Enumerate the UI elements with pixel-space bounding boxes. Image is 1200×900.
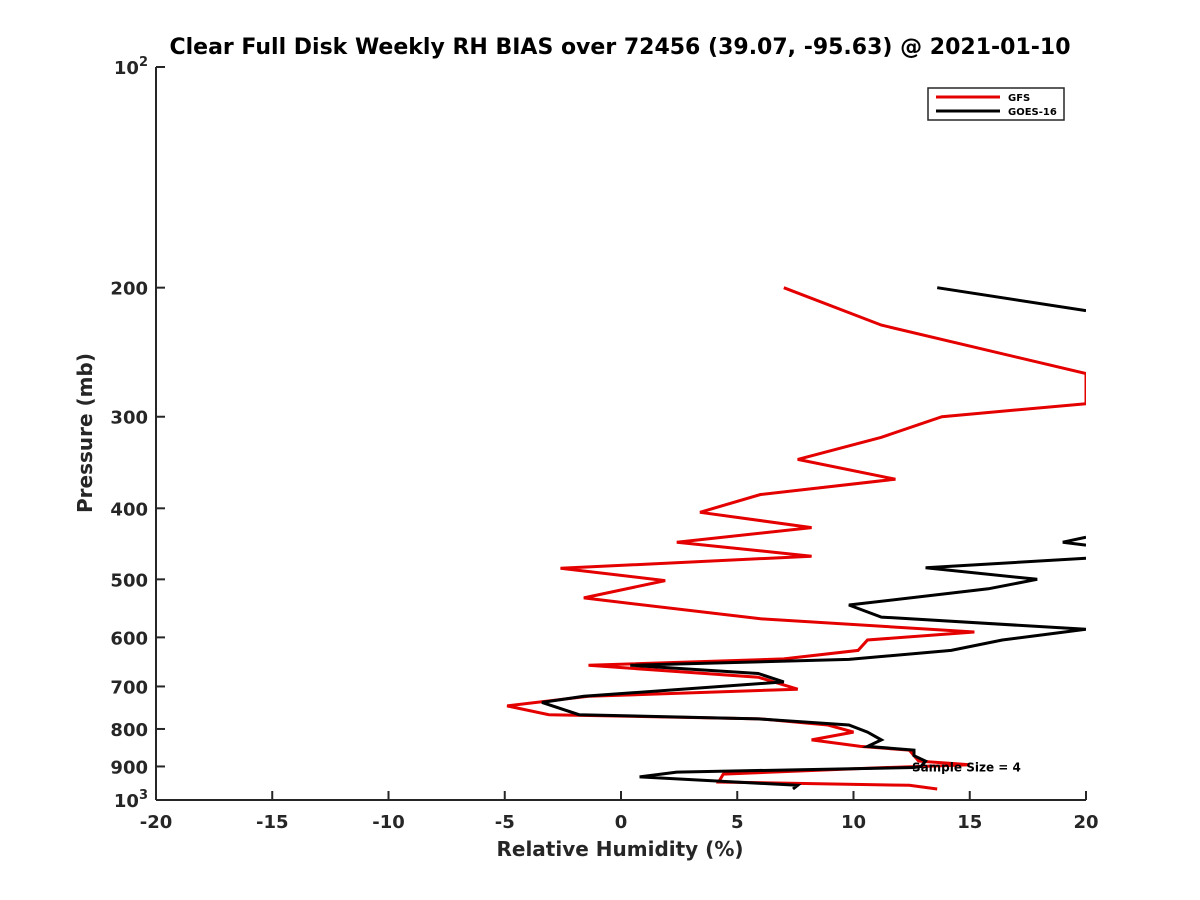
x-tick-label: -20 bbox=[140, 812, 173, 833]
y-tick-label: 800 bbox=[110, 720, 148, 741]
series-line-goes-16-seg-1 bbox=[936, 286, 1086, 313]
x-tick-label: 20 bbox=[1073, 812, 1098, 833]
series-line-goes-16-seg-3 bbox=[541, 556, 1086, 791]
y-tick-label: 103 bbox=[114, 788, 148, 812]
chart-title: Clear Full Disk Weekly RH BIAS over 7245… bbox=[169, 35, 1070, 60]
y-tick-label: 900 bbox=[110, 757, 148, 778]
x-tick-label: 5 bbox=[731, 812, 744, 833]
x-tick-label: -5 bbox=[495, 812, 515, 833]
sample-size-annotation: Sample Size = 4 bbox=[912, 760, 1021, 774]
y-tick-label: 700 bbox=[110, 677, 148, 698]
y-tick-label: 102 bbox=[114, 55, 148, 79]
y-axis-label: Pressure (mb) bbox=[73, 353, 97, 513]
y-tick-label: 400 bbox=[110, 499, 148, 520]
x-tick-label: 10 bbox=[841, 812, 866, 833]
legend-label-gfs: GFS bbox=[1008, 93, 1030, 104]
x-axis-label: Relative Humidity (%) bbox=[496, 837, 743, 861]
legend-box bbox=[927, 87, 1065, 121]
y-tick-label: 300 bbox=[110, 408, 148, 429]
legend-label-goes-16: GOES-16 bbox=[1008, 107, 1057, 118]
y-tick-label: 200 bbox=[110, 279, 148, 300]
series-group bbox=[506, 286, 1086, 791]
x-tick-label: -15 bbox=[256, 812, 289, 833]
x-tick-label: 15 bbox=[957, 812, 982, 833]
x-tick-label: 0 bbox=[615, 812, 628, 833]
annotations: Sample Size = 4 bbox=[912, 760, 1021, 774]
axes: -20 -15 -10 -5 0 5 10 15 20 102 200 300 400 500 600 700… bbox=[110, 55, 1098, 833]
series-line-goes-16-seg-2 bbox=[1062, 535, 1086, 547]
legend: GFS GOES-16 bbox=[927, 87, 1065, 121]
x-tick-label: -10 bbox=[372, 812, 405, 833]
y-tick-label: 600 bbox=[110, 628, 148, 649]
y-tick-label: 500 bbox=[110, 570, 148, 591]
